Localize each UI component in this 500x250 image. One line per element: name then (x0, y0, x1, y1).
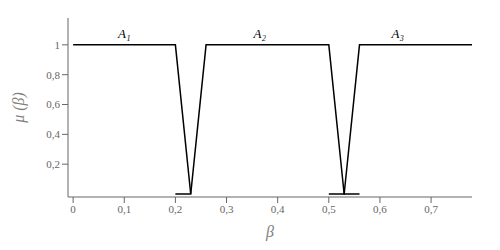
svg-text:μ (β): μ (β) (10, 92, 28, 124)
svg-text:0,4: 0,4 (46, 128, 60, 140)
svg-text:A₁: A₁ (117, 26, 130, 41)
svg-text:A₃: A₃ (391, 26, 404, 41)
svg-text:0,4: 0,4 (271, 203, 285, 215)
svg-text:A₂: A₂ (253, 26, 267, 41)
svg-text:0,5: 0,5 (322, 203, 336, 215)
svg-text:0,1: 0,1 (117, 203, 131, 215)
svg-text:0,8: 0,8 (46, 69, 60, 81)
svg-text:0,2: 0,2 (46, 158, 60, 170)
svg-text:1: 1 (55, 39, 61, 51)
svg-text:0,3: 0,3 (220, 203, 234, 215)
svg-text:0,2: 0,2 (169, 203, 183, 215)
svg-text:0: 0 (70, 203, 76, 215)
svg-text:β: β (265, 223, 274, 241)
svg-text:0,7: 0,7 (424, 203, 438, 215)
svg-text:0,6: 0,6 (373, 203, 387, 215)
svg-text:0,6: 0,6 (46, 98, 60, 110)
